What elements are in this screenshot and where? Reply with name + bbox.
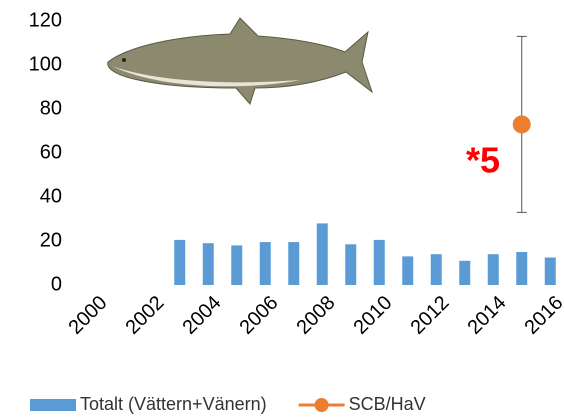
x-tick-label: 2008 xyxy=(292,292,339,339)
bar xyxy=(345,244,357,285)
fish-belly xyxy=(112,66,300,87)
x-tick-label: 2016 xyxy=(520,292,564,339)
fish-illustration xyxy=(107,17,373,106)
bar xyxy=(202,243,214,285)
x-tick-label: 2014 xyxy=(463,292,510,339)
x-tick-label: 2006 xyxy=(235,292,282,339)
x-tick-label: 2010 xyxy=(349,292,396,339)
y-tick-label: 100 xyxy=(29,53,62,75)
fish-eye xyxy=(122,58,126,62)
bar xyxy=(402,256,414,285)
bar xyxy=(259,242,271,285)
bar xyxy=(516,252,528,285)
annotation: *5 xyxy=(466,140,500,181)
bar xyxy=(430,254,442,285)
y-tick-label: 60 xyxy=(40,141,62,163)
x-tick-label: 2002 xyxy=(121,292,168,339)
bar xyxy=(459,260,471,285)
bar xyxy=(316,223,328,285)
y-tick-label: 40 xyxy=(40,185,62,207)
y-tick-label: 0 xyxy=(51,273,62,295)
x-tick-label: 2004 xyxy=(178,292,225,339)
legend-label: Totalt (Vättern+Vänern) xyxy=(80,394,267,414)
bar xyxy=(373,239,385,285)
point xyxy=(512,115,531,134)
y-tick-label: 120 xyxy=(29,9,62,31)
fish-body xyxy=(107,17,373,106)
legend-label: SCB/HaV xyxy=(349,394,426,414)
bar xyxy=(231,245,243,285)
bar xyxy=(544,257,556,285)
legend-swatch xyxy=(30,399,76,411)
bar xyxy=(487,254,499,285)
y-tick-label: 20 xyxy=(40,229,62,251)
bar xyxy=(174,239,186,285)
legend-swatch xyxy=(314,398,329,412)
x-tick-label: 2012 xyxy=(406,292,453,339)
bar xyxy=(288,242,300,285)
x-tick-label: 2000 xyxy=(64,292,111,339)
y-tick-label: 80 xyxy=(40,97,62,119)
